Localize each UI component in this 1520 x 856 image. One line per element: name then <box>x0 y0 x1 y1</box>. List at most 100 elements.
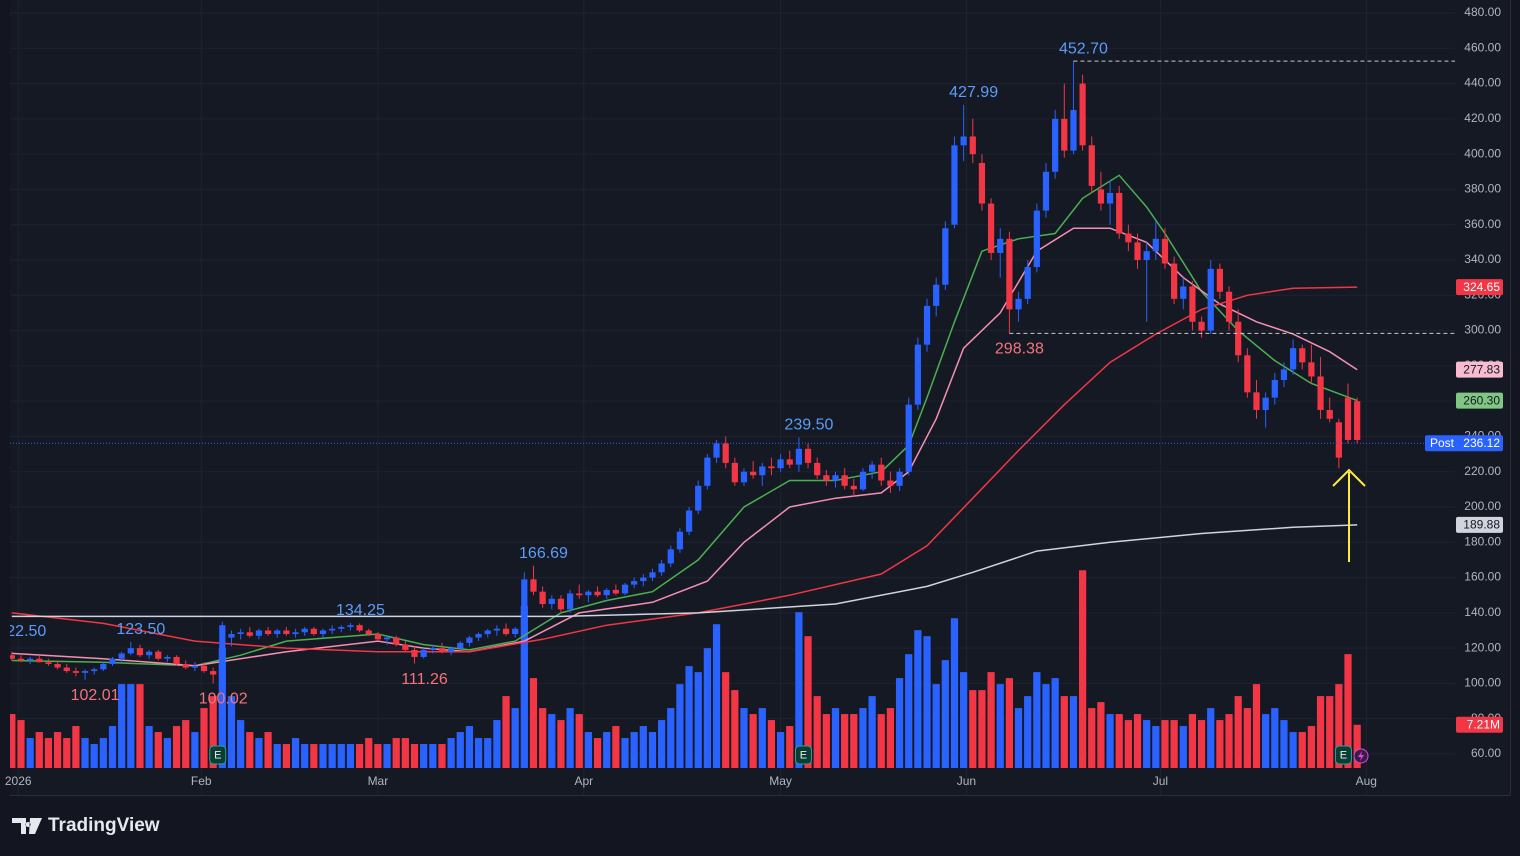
alert-icon[interactable] <box>1353 748 1369 764</box>
candle-body <box>768 466 775 469</box>
candle-body <box>1317 376 1324 410</box>
alert-bolt <box>1358 751 1364 761</box>
candle-body <box>127 648 134 654</box>
volume-bar <box>1115 714 1123 768</box>
candle-body <box>1280 369 1288 380</box>
volume-bar <box>566 708 574 768</box>
volume-bar <box>118 684 126 768</box>
volume-bar <box>639 726 647 768</box>
volume-bar <box>1326 696 1334 768</box>
volume-bar <box>1262 714 1270 768</box>
candle-body <box>1262 397 1269 410</box>
volume-bar <box>465 726 474 768</box>
volume-bar <box>1069 696 1078 768</box>
volume-bar <box>758 708 766 768</box>
y-tick-label: 380.00 <box>1464 182 1501 196</box>
moving-averages <box>11 174 1358 667</box>
volume-bar <box>612 726 620 768</box>
volume-bar <box>1042 684 1050 768</box>
event-badge[interactable] <box>1334 745 1352 765</box>
volume-bar <box>310 744 318 768</box>
extreme-label: 123.50 <box>116 621 165 638</box>
candle-body <box>136 648 144 656</box>
x-tick-label: Apr <box>574 774 593 788</box>
extreme-label: 239.50 <box>784 417 833 434</box>
volume-bar <box>841 714 849 768</box>
volume-bar <box>776 732 785 768</box>
volume-bar <box>127 684 135 768</box>
candle-body <box>1015 298 1022 310</box>
candle-body <box>1024 267 1031 299</box>
candle-body <box>750 471 757 476</box>
extreme-label: 102.01 <box>71 687 120 704</box>
volume-bar <box>584 732 593 768</box>
volume-bar <box>905 654 913 768</box>
candle-body <box>539 591 546 605</box>
candle-body <box>704 457 711 486</box>
volume-bar <box>145 726 153 768</box>
volume-bar <box>493 720 501 768</box>
volume-bar <box>914 630 922 768</box>
y-tick-label: 140.00 <box>1464 605 1501 619</box>
volume-bar <box>191 732 199 768</box>
x-tick-label: Mar <box>368 774 389 788</box>
volume-bar <box>163 738 172 768</box>
volume-bar <box>630 732 638 768</box>
candle-body <box>1152 238 1159 252</box>
candle-body <box>1253 392 1260 410</box>
volume-bar <box>886 708 895 768</box>
volume-bar <box>374 744 382 768</box>
candle-body <box>502 628 510 635</box>
candle-body <box>1097 189 1105 204</box>
volume-bar <box>987 672 995 768</box>
volume-bar <box>511 708 519 768</box>
candle-body <box>713 443 720 458</box>
volume-bar <box>1170 720 1178 768</box>
price-badge <box>1456 392 1503 409</box>
candle-body <box>17 658 25 661</box>
candle-body <box>521 579 528 629</box>
candle-body <box>10 655 15 659</box>
ma-line <box>11 524 1358 618</box>
volume-bar <box>1289 732 1297 768</box>
ma-line <box>11 174 1358 667</box>
volume-bar <box>438 744 446 768</box>
candle-body <box>887 480 894 486</box>
candle-body <box>182 664 189 668</box>
price-badge-prefix: Post <box>1430 436 1455 450</box>
candle-body <box>411 649 418 657</box>
candle-body <box>1061 118 1068 151</box>
event-badge[interactable] <box>209 745 227 765</box>
event-badge[interactable] <box>794 745 812 765</box>
volume-bar <box>1188 714 1197 768</box>
candle-body <box>347 625 354 627</box>
volume-bar <box>667 708 675 768</box>
event-label: E <box>800 749 807 761</box>
volume-bar <box>676 684 684 768</box>
volume-bar <box>328 744 336 768</box>
volume-bar <box>90 744 98 768</box>
volume-bar <box>877 714 885 768</box>
volume-bar <box>26 738 34 768</box>
volume-bar <box>392 738 400 768</box>
x-tick-label: Jul <box>1153 774 1168 788</box>
volume-bar <box>1051 678 1059 768</box>
volume-bar <box>923 636 931 768</box>
volume-bar <box>108 726 117 768</box>
volume-bar <box>529 678 538 768</box>
candle-body <box>228 634 235 638</box>
candle-body <box>393 637 400 645</box>
extreme-label: 427.99 <box>949 84 998 101</box>
event-label: E <box>214 749 221 761</box>
candle-body <box>1344 397 1352 440</box>
volume-bar <box>1005 678 1014 768</box>
candle-body <box>1271 379 1278 398</box>
candle-body <box>585 591 592 596</box>
y-tick-label: 360.00 <box>1464 217 1501 231</box>
candle-body <box>933 284 940 306</box>
volume-bar <box>1024 696 1032 768</box>
logo[interactable]: TradingView <box>12 815 160 836</box>
volume-bar <box>603 732 611 768</box>
candle-body <box>301 628 308 633</box>
extreme-label: 122.50 <box>0 623 46 640</box>
